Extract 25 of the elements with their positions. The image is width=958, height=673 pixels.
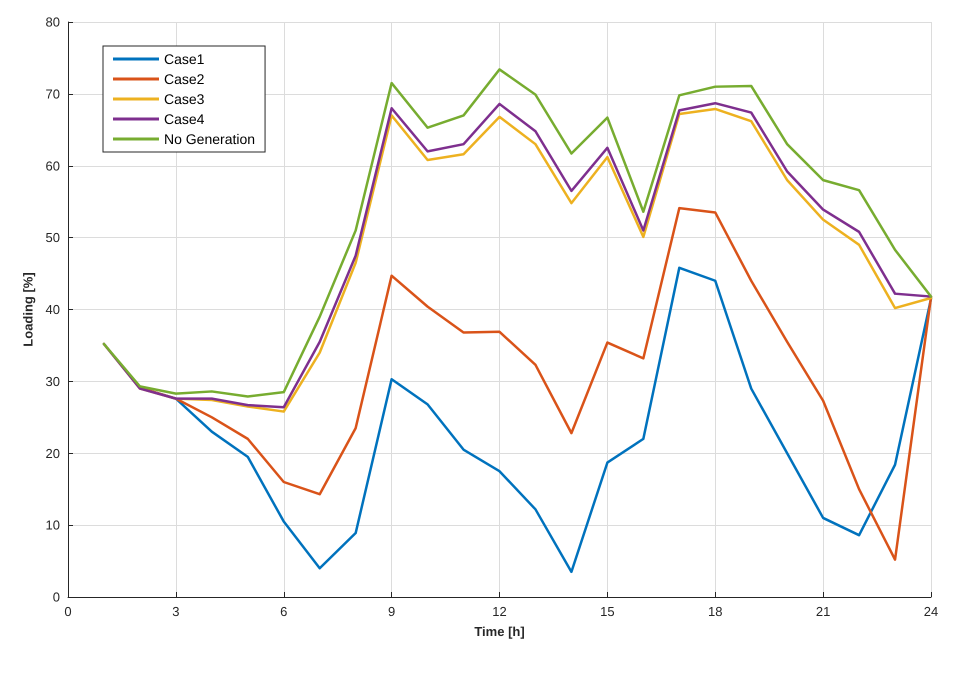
- y-tick-label: 20: [46, 446, 60, 461]
- x-axis-title: Time [h]: [474, 624, 525, 639]
- y-tick-label: 70: [46, 86, 60, 102]
- y-tick-label: 30: [46, 374, 60, 389]
- y-axis-title: Loading [%]: [20, 272, 36, 347]
- legend-label: Case1: [164, 51, 205, 67]
- x-tick-label: 24: [924, 604, 938, 619]
- x-tick-label: 6: [280, 604, 288, 619]
- x-tick-label: 0: [64, 604, 72, 619]
- legend-label: Case2: [164, 71, 205, 87]
- legend-label: No Generation: [164, 131, 256, 147]
- x-tick-label: 12: [492, 604, 507, 619]
- legend-label: Case4: [164, 111, 205, 127]
- x-tick-label: 15: [600, 604, 615, 619]
- y-tick-label: 10: [46, 518, 60, 533]
- y-tick-label: 60: [46, 158, 60, 174]
- legend-label: Case3: [164, 91, 205, 107]
- x-tick-label: 21: [816, 604, 830, 619]
- y-tick-label: 0: [52, 590, 60, 604]
- x-tick-label: 9: [388, 604, 396, 619]
- y-tick-label: 80: [46, 14, 60, 30]
- x-tick-label: 3: [172, 604, 180, 619]
- y-tick-label: 40: [46, 302, 60, 317]
- x-tick-label: 18: [708, 604, 722, 619]
- y-tick-label: 50: [46, 230, 60, 246]
